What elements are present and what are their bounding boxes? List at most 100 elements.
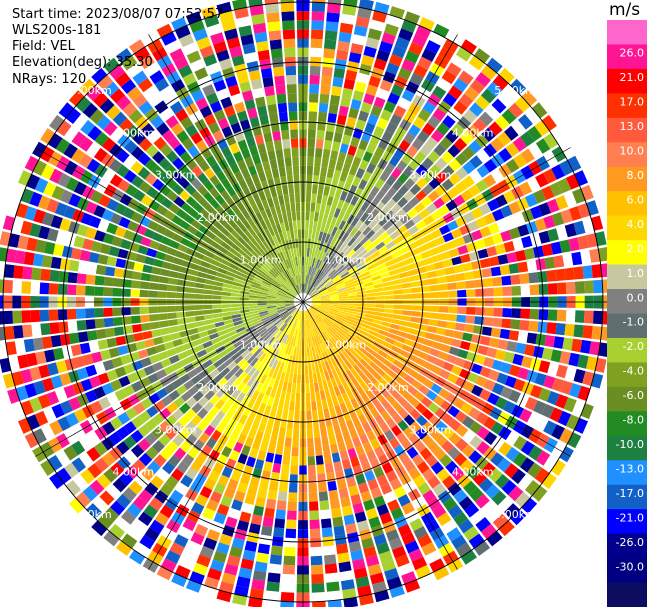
velocity-gate <box>392 284 403 290</box>
velocity-gate <box>418 208 430 220</box>
velocity-gate <box>378 138 390 150</box>
velocity-gate <box>474 354 486 365</box>
velocity-gate <box>472 118 487 133</box>
velocity-gate <box>311 230 316 240</box>
velocity-gate <box>374 589 390 603</box>
velocity-gate <box>460 549 477 565</box>
velocity-gate <box>334 262 343 271</box>
velocity-gate <box>508 201 521 215</box>
velocity-gate <box>338 209 346 220</box>
velocity-gate <box>314 211 320 222</box>
velocity-gate <box>462 175 475 189</box>
velocity-gate <box>344 439 354 450</box>
velocity-gate <box>316 284 325 291</box>
velocity-gate <box>497 457 512 473</box>
velocity-gate <box>313 249 319 259</box>
velocity-gate <box>361 461 372 474</box>
velocity-gate <box>471 207 484 220</box>
velocity-gate <box>415 357 426 367</box>
velocity-gate <box>345 315 356 320</box>
velocity-gate <box>465 315 476 324</box>
velocity-gate <box>413 116 426 130</box>
velocity-gate <box>344 335 354 344</box>
velocity-gate <box>531 102 548 119</box>
velocity-gate <box>317 312 326 319</box>
velocity-gate <box>304 229 309 239</box>
velocity-gate <box>356 233 366 243</box>
velocity-gate <box>385 121 398 134</box>
velocity-gate <box>374 1 390 15</box>
velocity-gate <box>313 268 319 278</box>
velocity-gate <box>535 138 551 154</box>
velocity-gate <box>328 338 336 347</box>
velocity-gate <box>315 148 323 158</box>
velocity-gate <box>324 204 331 215</box>
velocity-gate <box>448 172 462 186</box>
velocity-gate <box>347 310 357 315</box>
velocity-gate <box>429 348 440 358</box>
velocity-gate <box>310 239 315 249</box>
velocity-gate <box>403 190 415 202</box>
velocity-gate <box>311 248 316 258</box>
velocity-gate <box>594 357 607 373</box>
velocity-gate <box>537 321 548 333</box>
velocity-gate <box>324 243 331 253</box>
velocity-gate <box>309 288 317 296</box>
velocity-gate <box>307 138 316 148</box>
velocity-gate <box>402 293 412 299</box>
velocity-gate <box>342 211 351 222</box>
velocity-gate <box>355 576 370 588</box>
velocity-gate <box>438 388 450 400</box>
velocity-gate <box>327 284 336 291</box>
velocity-gate <box>414 440 427 453</box>
velocity-gate <box>343 514 356 526</box>
velocity-gate <box>420 196 433 208</box>
colorbar-tick-label: -10.0 <box>616 438 644 451</box>
velocity-gate <box>400 379 411 391</box>
velocity-gate <box>345 523 358 535</box>
velocity-gate <box>447 405 460 418</box>
velocity-gate <box>375 259 385 267</box>
velocity-gate <box>376 474 389 487</box>
colorbar-tick-label: -13.0 <box>616 463 644 476</box>
velocity-gate <box>524 193 538 208</box>
velocity-gate <box>329 94 341 106</box>
velocity-gate <box>423 215 435 226</box>
velocity-gate <box>358 346 368 355</box>
velocity-gate <box>428 319 439 327</box>
velocity-gate <box>368 75 381 88</box>
velocity-gate <box>308 328 312 338</box>
velocity-gate <box>336 314 346 320</box>
velocity-gate <box>397 419 409 432</box>
velocity-gate <box>435 327 446 336</box>
velocity-gate <box>498 520 515 537</box>
colorbar-tick-label: -21.0 <box>616 511 644 524</box>
velocity-gate <box>366 162 377 174</box>
velocity-gate <box>459 224 471 236</box>
velocity-gate <box>386 198 397 210</box>
velocity-gate <box>518 114 533 130</box>
velocity-gate <box>534 218 547 232</box>
velocity-gate <box>358 453 369 465</box>
velocity-gate <box>391 203 402 214</box>
velocity-gate <box>343 276 353 283</box>
velocity-gate <box>505 158 520 173</box>
velocity-gate <box>395 208 407 219</box>
velocity-gate <box>380 410 391 422</box>
velocity-gate <box>303 274 305 284</box>
velocity-gate <box>401 89 415 102</box>
velocity-gate <box>376 542 390 555</box>
velocity-gate <box>508 330 520 341</box>
velocity-gate <box>580 339 592 354</box>
velocity-gate <box>481 462 496 477</box>
velocity-gate <box>441 151 454 164</box>
velocity-gate <box>598 247 610 262</box>
velocity-gate <box>346 203 355 214</box>
velocity-gate <box>359 528 372 541</box>
velocity-gate <box>486 81 503 97</box>
velocity-gate <box>328 434 337 445</box>
velocity-gate <box>366 307 376 312</box>
velocity-gate <box>442 361 454 372</box>
velocity-gate <box>309 276 314 286</box>
velocity-gate <box>435 420 448 433</box>
